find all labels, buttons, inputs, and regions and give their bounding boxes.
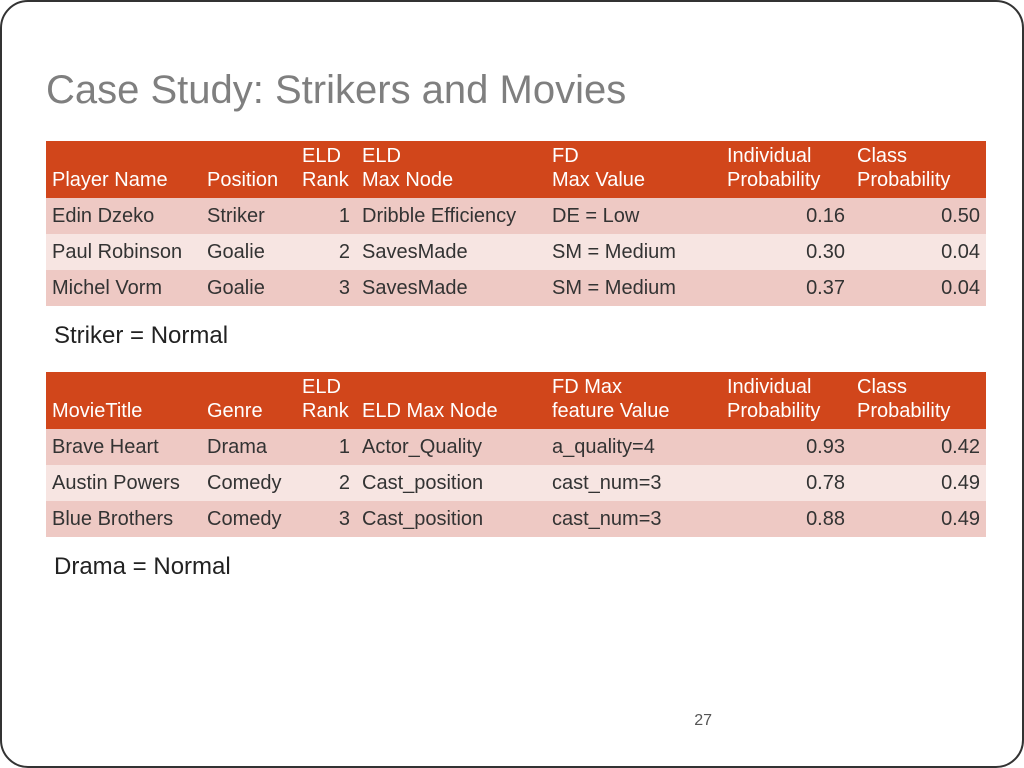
cell-genre: Comedy xyxy=(201,465,296,501)
cell-eld-rank: 2 xyxy=(296,465,356,501)
cell-eld-rank: 3 xyxy=(296,270,356,306)
col-player-name: Player Name xyxy=(46,141,201,198)
cell-fd-max-feature: cast_num=3 xyxy=(546,501,721,537)
cell-individual-prob: 0.78 xyxy=(721,465,851,501)
col-fd-max-feature: FD Maxfeature Value xyxy=(546,372,721,429)
cell-position: Goalie xyxy=(201,234,296,270)
cell-player-name: Paul Robinson xyxy=(46,234,201,270)
cell-movie-title: Brave Heart xyxy=(46,429,201,465)
cell-individual-prob: 0.37 xyxy=(721,270,851,306)
cell-individual-prob: 0.30 xyxy=(721,234,851,270)
cell-position: Goalie xyxy=(201,270,296,306)
cell-class-prob: 0.04 xyxy=(851,270,986,306)
note-drama: Drama = Normal xyxy=(54,553,986,581)
cell-eld-rank: 1 xyxy=(296,198,356,234)
cell-genre: Drama xyxy=(201,429,296,465)
cell-individual-prob: 0.16 xyxy=(721,198,851,234)
cell-fd-max-value: SM = Medium xyxy=(546,234,721,270)
col-class-prob: ClassProbability xyxy=(851,141,986,198)
col-genre: Genre xyxy=(201,372,296,429)
table-row: Edin Dzeko Striker 1 Dribble Efficiency … xyxy=(46,198,986,234)
cell-class-prob: 0.04 xyxy=(851,234,986,270)
table-row: Paul Robinson Goalie 2 SavesMade SM = Me… xyxy=(46,234,986,270)
col-position: Position xyxy=(201,141,296,198)
cell-fd-max-feature: a_quality=4 xyxy=(546,429,721,465)
cell-fd-max-value: DE = Low xyxy=(546,198,721,234)
cell-eld-max-node: Cast_position xyxy=(356,501,546,537)
players-table: Player Name Position ELDRank ELDMax Node… xyxy=(46,141,986,306)
col-individual-prob: IndividualProbability xyxy=(721,372,851,429)
cell-position: Striker xyxy=(201,198,296,234)
cell-player-name: Michel Vorm xyxy=(46,270,201,306)
cell-class-prob: 0.42 xyxy=(851,429,986,465)
col-eld-rank: ELDRank xyxy=(296,141,356,198)
cell-individual-prob: 0.88 xyxy=(721,501,851,537)
col-eld-rank: ELDRank xyxy=(296,372,356,429)
cell-eld-rank: 3 xyxy=(296,501,356,537)
col-class-prob: ClassProbability xyxy=(851,372,986,429)
table-header-row: Player Name Position ELDRank ELDMax Node… xyxy=(46,141,986,198)
col-individual-prob: IndividualProbability xyxy=(721,141,851,198)
cell-eld-max-node: SavesMade xyxy=(356,234,546,270)
cell-eld-rank: 2 xyxy=(296,234,356,270)
page-number: 27 xyxy=(694,712,712,730)
cell-movie-title: Blue Brothers xyxy=(46,501,201,537)
col-movie-title: MovieTitle xyxy=(46,372,201,429)
cell-eld-max-node: Cast_position xyxy=(356,465,546,501)
cell-individual-prob: 0.93 xyxy=(721,429,851,465)
note-striker: Striker = Normal xyxy=(54,322,986,350)
col-eld-max-node: ELDMax Node xyxy=(356,141,546,198)
cell-eld-max-node: Dribble Efficiency xyxy=(356,198,546,234)
table-row: Michel Vorm Goalie 3 SavesMade SM = Medi… xyxy=(46,270,986,306)
movies-table: MovieTitle Genre ELDRank ELD Max Node FD… xyxy=(46,372,986,537)
col-fd-max-value: FDMax Value xyxy=(546,141,721,198)
table-row: Blue Brothers Comedy 3 Cast_position cas… xyxy=(46,501,986,537)
cell-eld-max-node: Actor_Quality xyxy=(356,429,546,465)
table-row: Brave Heart Drama 1 Actor_Quality a_qual… xyxy=(46,429,986,465)
col-eld-max-node: ELD Max Node xyxy=(356,372,546,429)
cell-class-prob: 0.50 xyxy=(851,198,986,234)
page-title: Case Study: Strikers and Movies xyxy=(46,68,986,113)
cell-class-prob: 0.49 xyxy=(851,465,986,501)
slide-frame: Case Study: Strikers and Movies Player N… xyxy=(0,0,1024,768)
cell-movie-title: Austin Powers xyxy=(46,465,201,501)
cell-fd-max-value: SM = Medium xyxy=(546,270,721,306)
table-row: Austin Powers Comedy 2 Cast_position cas… xyxy=(46,465,986,501)
cell-player-name: Edin Dzeko xyxy=(46,198,201,234)
cell-eld-rank: 1 xyxy=(296,429,356,465)
cell-eld-max-node: SavesMade xyxy=(356,270,546,306)
cell-fd-max-feature: cast_num=3 xyxy=(546,465,721,501)
cell-class-prob: 0.49 xyxy=(851,501,986,537)
cell-genre: Comedy xyxy=(201,501,296,537)
table-header-row: MovieTitle Genre ELDRank ELD Max Node FD… xyxy=(46,372,986,429)
